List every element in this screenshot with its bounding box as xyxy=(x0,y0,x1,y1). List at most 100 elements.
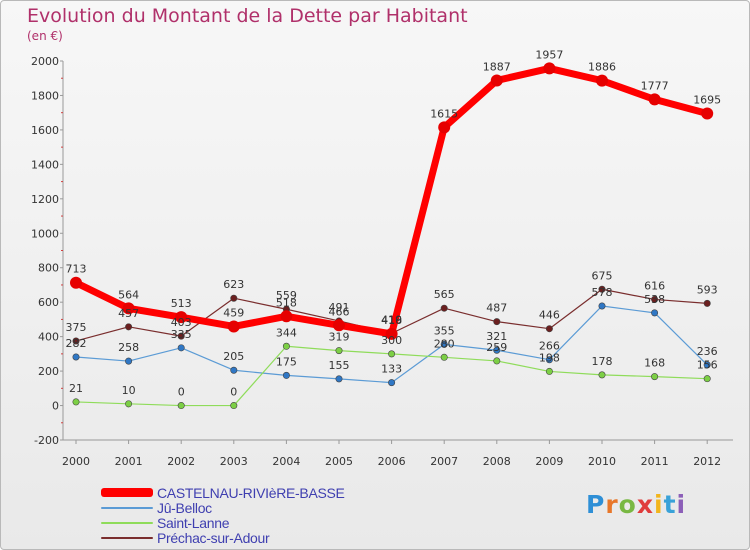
data-label: 335 xyxy=(171,328,192,341)
data-label: 466 xyxy=(329,305,350,318)
legend-swatch xyxy=(101,506,153,509)
data-point xyxy=(335,375,343,383)
data-point xyxy=(703,299,711,307)
data-label: 344 xyxy=(276,326,297,339)
y-tick-label: 2000 xyxy=(31,55,59,68)
y-tick-label: 200 xyxy=(38,365,59,378)
data-point xyxy=(598,371,606,379)
x-tick-label: 2007 xyxy=(430,455,458,468)
data-label: 1615 xyxy=(430,107,458,120)
data-label: 513 xyxy=(171,297,192,310)
data-label: 375 xyxy=(66,321,87,334)
data-point xyxy=(651,309,659,317)
x-tick-label: 2011 xyxy=(641,455,669,468)
data-label: 487 xyxy=(486,302,507,315)
x-tick-label: 2008 xyxy=(483,455,511,468)
data-label: 1695 xyxy=(693,94,721,107)
data-label: 133 xyxy=(381,363,402,376)
y-tick-label: 1600 xyxy=(31,124,59,137)
data-label: 459 xyxy=(223,306,244,319)
data-label: 175 xyxy=(276,355,297,368)
data-label: 559 xyxy=(276,289,297,302)
data-label: 258 xyxy=(118,341,139,354)
x-tick-label: 2009 xyxy=(535,455,563,468)
logo-letter: P xyxy=(586,490,606,519)
legend-swatch xyxy=(101,488,153,497)
y-tick-label: 600 xyxy=(38,296,59,309)
legend-label: Préchac-sur-Adour xyxy=(157,529,270,546)
data-point xyxy=(175,311,188,324)
x-tick-label: 2012 xyxy=(693,455,721,468)
proxiti-logo: Proxiti xyxy=(586,490,686,519)
data-point xyxy=(598,285,606,293)
y-tick-label: 1000 xyxy=(31,227,59,240)
data-label: 10 xyxy=(122,384,136,397)
data-point xyxy=(651,295,659,303)
data-point xyxy=(122,302,135,315)
chart-title: Evolution du Montant de la Dette par Hab… xyxy=(27,5,468,27)
data-point xyxy=(545,367,553,375)
data-label: 156 xyxy=(697,359,718,372)
data-label: 259 xyxy=(486,341,507,354)
x-tick-label: 2000 xyxy=(62,455,90,468)
data-label: 1886 xyxy=(588,61,616,74)
data-label: 266 xyxy=(539,340,560,353)
logo-letter: i xyxy=(654,490,664,519)
logo-letter: r xyxy=(605,490,619,519)
legend-item: Saint-Lanne xyxy=(101,514,345,531)
data-point xyxy=(333,319,345,332)
data-point xyxy=(703,361,711,369)
data-label: 491 xyxy=(329,301,350,314)
x-tick-label: 2001 xyxy=(115,455,143,468)
data-label: 578 xyxy=(592,286,613,299)
data-point xyxy=(282,371,290,379)
data-label: 178 xyxy=(592,355,613,368)
data-label: 675 xyxy=(592,269,613,282)
y-tick-label: 400 xyxy=(38,331,59,344)
y-tick-label: 1800 xyxy=(31,89,59,102)
data-label: 319 xyxy=(329,331,350,344)
data-point xyxy=(230,402,238,410)
data-point xyxy=(440,304,448,312)
legend-label: Saint-Lanne xyxy=(157,514,230,531)
data-point xyxy=(545,325,553,333)
data-point xyxy=(598,302,606,310)
data-label: 565 xyxy=(434,288,455,301)
data-point xyxy=(70,276,82,289)
data-label: 0 xyxy=(178,386,185,399)
data-label: 205 xyxy=(223,350,244,363)
data-point xyxy=(125,357,133,365)
legend-label: Jû-Belloc xyxy=(157,499,212,516)
chart-legend: CASTELNAU-RIVIèRE-BASSE Jû-Belloc Saint-La… xyxy=(101,484,345,546)
legend-item: Jû-Belloc xyxy=(101,499,345,516)
legend-item: Préchac-sur-Adour xyxy=(101,529,345,546)
data-label: 457 xyxy=(118,307,139,320)
data-label: 198 xyxy=(539,351,560,364)
data-label: 155 xyxy=(329,359,350,372)
data-label: 355 xyxy=(434,324,455,337)
chart-unit-label: (en €) xyxy=(27,29,63,43)
data-point xyxy=(280,310,293,323)
data-point xyxy=(543,62,556,75)
data-point xyxy=(72,337,80,345)
series-line-0 xyxy=(72,64,711,338)
data-label: 236 xyxy=(697,345,718,358)
data-point xyxy=(227,320,240,333)
data-point xyxy=(72,398,80,406)
data-point xyxy=(177,344,185,352)
legend-label: CASTELNAU-RIVIèRE-BASSE xyxy=(157,484,345,501)
data-label: 1887 xyxy=(483,60,511,73)
logo-letter: o xyxy=(618,490,637,519)
logo-letter: x xyxy=(636,490,654,519)
data-point xyxy=(282,342,290,350)
data-label: 321 xyxy=(486,330,507,343)
data-label: 300 xyxy=(381,334,402,347)
x-tick-label: 2005 xyxy=(325,455,353,468)
data-label: 0 xyxy=(230,386,237,399)
data-point xyxy=(125,400,133,408)
legend-item: CASTELNAU-RIVIèRE-BASSE xyxy=(101,484,345,501)
data-point xyxy=(701,107,714,120)
data-point xyxy=(385,327,398,340)
y-tick-label: 1200 xyxy=(31,193,59,206)
